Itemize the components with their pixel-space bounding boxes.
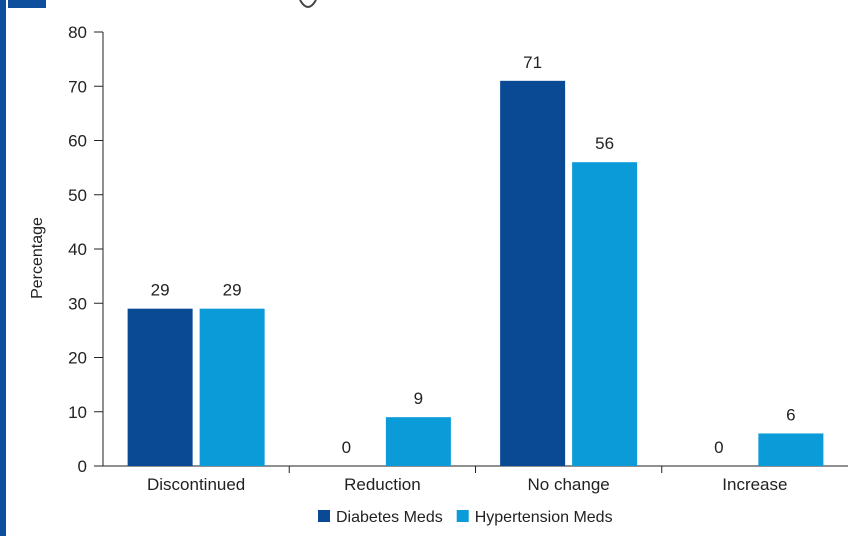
legend-label-1: Hypertension Meds xyxy=(475,509,613,526)
data-label-1-2: 56 xyxy=(595,134,614,153)
data-label-0-0: 29 xyxy=(151,281,170,300)
x-axis: Discontinued Reduction No change Increase xyxy=(94,465,848,494)
y-tick-label-2: 20 xyxy=(68,349,87,368)
bar-0-0 xyxy=(127,308,193,466)
bar-1-0 xyxy=(199,308,265,466)
y-axis: 0 10 20 30 40 50 60 70 80 xyxy=(68,23,104,476)
legend: Diabetes Meds Hypertension Meds xyxy=(318,509,613,526)
y-tick-label-3: 30 xyxy=(68,294,87,313)
header-fragment-glyph xyxy=(299,0,317,8)
x-category-label-2: No change xyxy=(528,475,610,494)
bar-1-3 xyxy=(758,433,824,466)
data-label-1-1: 9 xyxy=(414,389,423,408)
data-labels: 29 29 0 9 71 56 0 6 xyxy=(151,53,796,457)
data-label-1-3: 6 xyxy=(786,405,795,424)
legend-swatch-0 xyxy=(318,510,330,522)
header-prefix-mark xyxy=(8,0,46,8)
y-tick-label-5: 50 xyxy=(68,186,87,205)
figure-header-fragment xyxy=(8,0,317,8)
x-category-label-0: Discontinued xyxy=(147,475,245,494)
bar-0-2 xyxy=(500,80,566,466)
y-tick-label-4: 40 xyxy=(68,240,87,259)
x-category-label-1: Reduction xyxy=(344,475,421,494)
x-category-label-3: Increase xyxy=(722,475,787,494)
data-label-1-0: 29 xyxy=(223,281,242,300)
legend-swatch-1 xyxy=(456,510,469,522)
bar-1-1 xyxy=(385,417,451,466)
bars xyxy=(127,80,824,466)
y-tick-label-8: 80 xyxy=(68,23,87,42)
y-axis-title: Percentage xyxy=(29,217,46,299)
legend-label-0: Diabetes Meds xyxy=(336,509,443,526)
data-label-0-2: 71 xyxy=(523,53,542,72)
y-tick-label-6: 60 xyxy=(68,132,87,151)
figure-left-rule xyxy=(0,0,6,536)
data-label-0-1: 0 xyxy=(342,438,351,457)
data-label-0-3: 0 xyxy=(714,438,723,457)
bar-1-2 xyxy=(572,162,638,466)
y-tick-label-0: 0 xyxy=(78,457,87,476)
y-tick-label-7: 70 xyxy=(68,77,87,96)
y-tick-label-1: 10 xyxy=(68,403,87,422)
